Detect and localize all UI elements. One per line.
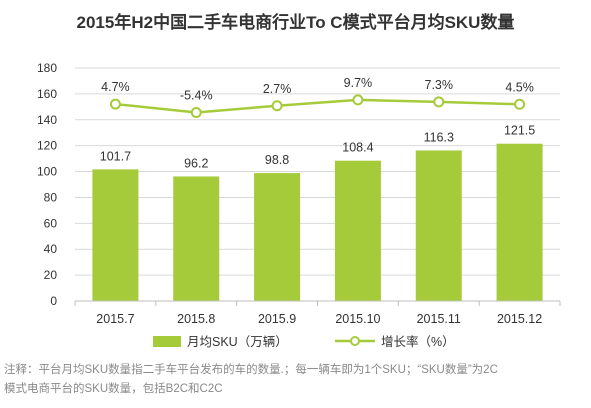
x-tick-label: 2015.10: [335, 312, 380, 326]
legend: 月均SKU（万辆） 增长率（%）: [153, 334, 455, 349]
legend-swatch-bar: [153, 336, 181, 347]
bar: [334, 160, 381, 301]
legend-label-line: 增长率（%）: [381, 334, 455, 349]
bar-value-label: 121.5: [504, 124, 535, 138]
gridlines: [75, 67, 560, 276]
x-axis: 2015.7 2015.8 2015.9 2015.10 2015.11 2015.12: [74, 300, 561, 326]
growth-point: [190, 107, 202, 118]
y-tick-label: 160: [37, 87, 57, 101]
bar-value-label: 108.4: [342, 141, 373, 155]
bar-value-label: 96.2: [184, 156, 208, 170]
legend-swatch-marker: [350, 336, 360, 346]
y-tick-label: 60: [44, 216, 58, 230]
legend-label-bar: 月均SKU（万辆）: [187, 335, 288, 349]
growth-point: [109, 98, 121, 110]
y-tick-label: 140: [37, 113, 57, 127]
y-tick-label: 100: [37, 165, 57, 179]
growth-value-label: 4.7%: [101, 80, 130, 94]
x-tick-label: 2015.9: [258, 312, 296, 326]
footnote: 注释：平台月均SKU数量指二手车平台发布的车的数量.；每一辆车即为1个SKU；“…: [4, 361, 589, 399]
growth-value-label: -5.4%: [180, 89, 213, 103]
growth-line-series: [109, 94, 526, 118]
bar-value-label: 101.7: [100, 149, 131, 163]
growth-line: [115, 98, 520, 114]
bar-series: [92, 143, 543, 301]
growth-point: [352, 94, 364, 106]
growth-point: [514, 98, 526, 110]
bar: [173, 176, 220, 301]
y-tick-label: 20: [44, 268, 58, 282]
footnote-line-2: 模式电商平台的SKU数量，包括B2C和C2C: [4, 383, 223, 395]
bar: [415, 150, 462, 301]
footnote-line-1: 注释：平台月均SKU数量指二手车平台发布的车的数量.；每一辆车即为1个SKU；“…: [4, 364, 498, 376]
growth-data-labels: 4.7% -5.4% 2.7% 9.7% 7.3% 4.5%: [101, 76, 534, 103]
chart-title: 2015年H2中国二手车电商行业To C模式平台月均SKU数量: [76, 13, 515, 32]
x-tick-label: 2015.11: [417, 312, 461, 326]
growth-value-label: 2.7%: [263, 82, 292, 96]
growth-value-label: 9.7%: [344, 76, 373, 90]
bar-value-label: 116.3: [424, 130, 454, 144]
growth-point: [271, 100, 283, 112]
bar: [92, 169, 139, 301]
x-tick-label: 2015.12: [497, 312, 542, 326]
y-tick-label: 80: [44, 190, 58, 204]
y-tick-label: 180: [37, 61, 57, 75]
x-tick-label: 2015.7: [96, 312, 134, 326]
y-tick-label: 40: [44, 242, 58, 256]
bar-data-labels: 101.7 96.2 98.8 108.4 116.3 121.5: [100, 124, 535, 171]
x-tick-label: 2015.8: [177, 312, 215, 326]
growth-value-label: 7.3%: [425, 78, 454, 92]
bar-value-label: 98.8: [265, 153, 289, 167]
growth-point: [433, 96, 445, 108]
bar: [254, 173, 301, 301]
bar: [496, 143, 543, 301]
y-axis: 0 20 40 60 80 100 120 140 160 180: [37, 61, 57, 308]
growth-value-label: 4.5%: [505, 80, 534, 94]
y-tick-label: 120: [37, 139, 57, 153]
y-tick-label: 0: [50, 294, 57, 308]
